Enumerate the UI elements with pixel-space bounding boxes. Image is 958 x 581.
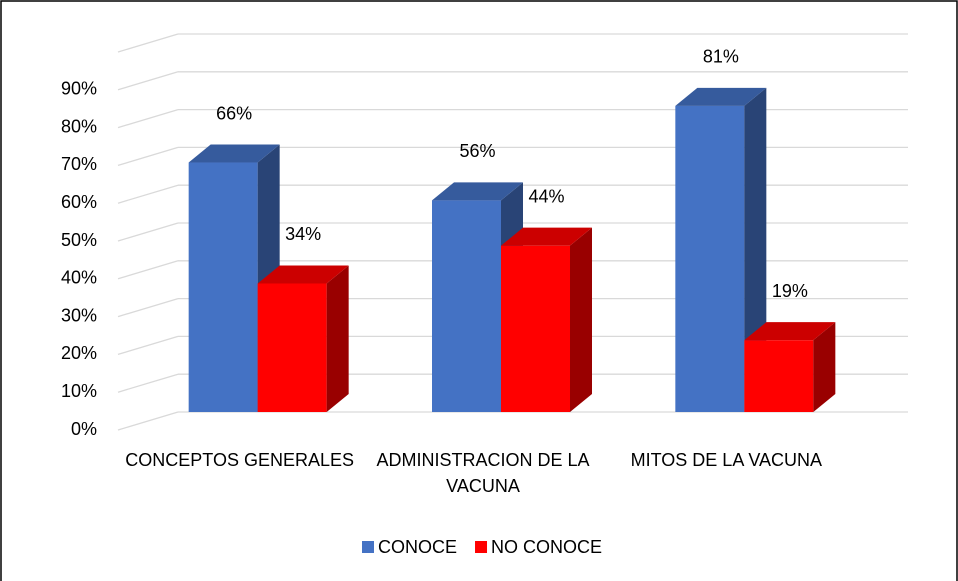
bar-face — [744, 322, 836, 341]
bar-face — [188, 162, 258, 412]
grid-line — [117, 108, 179, 129]
data-label: 19% — [772, 281, 808, 301]
x-tick-label: MITOS DE LA VACUNA — [630, 450, 823, 470]
bar-face — [675, 105, 745, 412]
y-tick-label: 60% — [61, 192, 97, 212]
data-label: 66% — [216, 103, 252, 123]
bar-face — [432, 182, 523, 201]
bar-face — [257, 283, 327, 412]
bar — [744, 322, 836, 412]
grid-line — [117, 146, 179, 167]
bar-face — [501, 245, 570, 412]
y-tick-label: 0% — [71, 419, 97, 439]
legend-label: NO CONOCE — [491, 537, 602, 557]
data-label: 56% — [459, 141, 495, 161]
bar-face — [813, 322, 836, 412]
grid-line — [117, 260, 179, 280]
bar-face — [501, 227, 592, 246]
y-tick-label: 70% — [61, 154, 97, 174]
bar-face — [675, 87, 767, 106]
y-tick-label: 20% — [61, 343, 97, 363]
bar-face — [188, 144, 280, 163]
grid-line — [117, 297, 179, 318]
bar-face — [744, 340, 814, 412]
bar — [501, 227, 592, 412]
grid-line — [117, 184, 179, 204]
legend-swatch — [362, 541, 374, 553]
x-tick-label: ADMINISTRACION DE LA VACUNA — [376, 450, 590, 496]
bar-face — [326, 265, 349, 412]
data-label: 81% — [703, 47, 739, 67]
grid-line — [117, 411, 179, 431]
grid-line — [117, 373, 179, 393]
y-tick-label: 40% — [61, 268, 97, 288]
grid-line — [117, 33, 179, 53]
data-label: 34% — [285, 224, 321, 244]
y-tick-label: 50% — [61, 230, 97, 250]
grid-line — [117, 71, 179, 91]
y-tick-label: 90% — [61, 79, 97, 99]
bar — [257, 265, 349, 412]
bar-face — [570, 227, 592, 412]
grid-line — [117, 222, 179, 242]
y-tick-label: 30% — [61, 305, 97, 325]
bar-face — [432, 200, 501, 412]
x-tick-label: CONCEPTOS GENERALES — [125, 450, 355, 470]
bar-face — [257, 265, 349, 284]
legend-label: CONOCE — [378, 537, 457, 557]
data-label: 44% — [528, 186, 564, 206]
legend-swatch — [475, 541, 488, 553]
y-tick-label: 10% — [61, 381, 97, 401]
y-tick-label: 80% — [61, 116, 97, 136]
grid-line — [117, 335, 179, 356]
